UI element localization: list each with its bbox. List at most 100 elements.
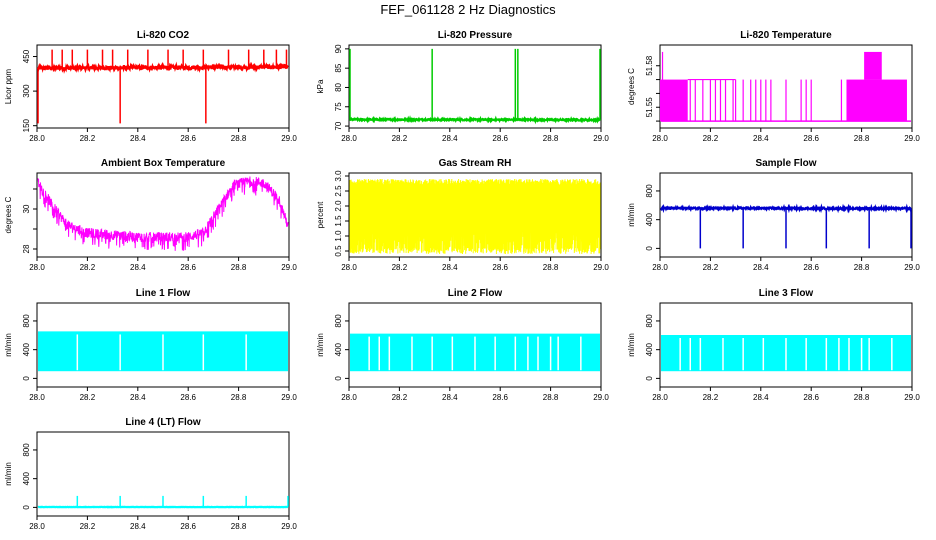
page-title: FEF_061128 2 Hz Diagnostics: [380, 2, 556, 17]
plot-title: Li-820 CO2: [137, 30, 190, 41]
x-tick-label: 28.8: [543, 393, 559, 402]
y-tick-label: 800: [334, 314, 343, 328]
x-tick-label: 28.8: [543, 263, 559, 272]
y-tick-label: 800: [645, 314, 654, 328]
y-axis-label: ml/min: [627, 333, 636, 357]
plot-title: Ambient Box Temperature: [101, 158, 226, 169]
x-tick-label: 29.0: [593, 263, 609, 272]
x-tick-label: 28.2: [80, 393, 96, 402]
y-axis-label: ml/min: [4, 462, 13, 486]
x-tick-label: 28.0: [652, 134, 668, 143]
panel-7: Line 2 Flow ml/min 28.0 28.2 28.4 28.6 28.8 29.…: [316, 288, 609, 402]
y-tick-label: 450: [22, 49, 31, 63]
y-tick-label: 400: [22, 342, 31, 356]
x-tick-label: 28.6: [492, 393, 508, 402]
data-block: [846, 79, 907, 122]
y-tick-label: 150: [22, 118, 31, 132]
x-tick-label: 28.0: [341, 393, 357, 402]
y-tick-label: 0.5: [334, 245, 343, 257]
y-tick-label: 28: [22, 244, 31, 253]
y-tick-label: 400: [645, 342, 654, 356]
x-tick-label: 29.0: [904, 134, 920, 143]
y-tick-label: 3.0: [334, 170, 343, 182]
plot-frame: [348, 44, 602, 129]
plot-title: Li-820 Temperature: [740, 30, 832, 41]
x-tick-label: 28.0: [341, 134, 357, 143]
plot-frame: [348, 172, 602, 258]
x-tick-label: 28.6: [492, 263, 508, 272]
plot-frame: [659, 172, 913, 258]
x-tick-label: 28.8: [854, 134, 870, 143]
y-tick-label: 800: [645, 184, 654, 198]
x-tick-label: 28.4: [130, 522, 146, 531]
x-tick-label: 29.0: [281, 263, 297, 272]
y-axis-label: ml/min: [4, 333, 13, 357]
panel-9: Line 4 (LT) Flow ml/min 28.0 28.2 28.4 28.6 28…: [4, 417, 297, 531]
plot-frame: [36, 172, 290, 258]
y-tick-label: 90: [334, 44, 343, 53]
x-tick-label: 28.0: [652, 393, 668, 402]
data-series: [36, 61, 289, 74]
y-tick-label: 300: [22, 84, 31, 98]
panel-5: Sample Flow ml/min 28.0 28.2 28.4 28.6 28.8 29.…: [627, 158, 920, 272]
x-tick-label: 29.0: [904, 263, 920, 272]
y-tick-label: 800: [22, 443, 31, 457]
y-axis-label: ml/min: [316, 333, 325, 357]
x-tick-label: 28.4: [753, 263, 769, 272]
y-tick-label: 0: [645, 376, 654, 381]
x-tick-label: 28.6: [803, 134, 819, 143]
x-tick-label: 28.2: [80, 134, 96, 143]
y-tick-label: 400: [334, 342, 343, 356]
y-tick-label: 0: [22, 505, 31, 510]
x-tick-label: 28.8: [854, 263, 870, 272]
x-tick-label: 28.8: [231, 522, 247, 531]
plot-title: Line 3 Flow: [759, 288, 814, 299]
x-tick-label: 28.8: [231, 263, 247, 272]
data-series: [349, 178, 601, 255]
x-tick-label: 28.8: [231, 393, 247, 402]
plot-title: Gas Stream RH: [439, 158, 512, 169]
plot-frame: [36, 302, 290, 388]
y-tick-label: 85: [334, 63, 343, 72]
x-tick-label: 28.2: [392, 393, 408, 402]
x-tick-label: 28.0: [29, 263, 45, 272]
x-tick-label: 28.0: [29, 522, 45, 531]
x-tick-label: 28.8: [231, 134, 247, 143]
y-tick-label: 1.0: [334, 230, 343, 242]
y-axis-label: percent: [316, 201, 325, 228]
y-tick-label: 80: [334, 82, 343, 91]
plot-title: Li-820 Pressure: [438, 30, 513, 41]
panel-3: Ambient Box Temperature degrees C 28.0 28.2…: [4, 158, 297, 272]
y-tick-label: 2.0: [334, 200, 343, 212]
panel-0: Li-820 CO2 Licor ppm 28.0 28.2 28.4 28.6 28.8 2…: [4, 30, 297, 143]
y-tick-label: 2.5: [334, 185, 343, 197]
x-tick-label: 28.8: [854, 393, 870, 402]
x-tick-label: 29.0: [281, 522, 297, 531]
x-tick-label: 28.2: [703, 263, 719, 272]
x-tick-label: 28.2: [80, 263, 96, 272]
y-axis-label: degrees C: [4, 196, 13, 233]
x-tick-label: 28.4: [442, 134, 458, 143]
plot-title: Line 4 (LT) Flow: [125, 417, 201, 428]
x-tick-label: 28.0: [341, 263, 357, 272]
panel-8: Line 3 Flow ml/min 28.0 28.2 28.4 28.6 28.8 29.…: [627, 288, 920, 402]
plot-frame: [36, 44, 290, 129]
x-tick-label: 28.2: [392, 263, 408, 272]
plot-frame: [659, 302, 913, 388]
x-tick-label: 28.4: [130, 393, 146, 402]
x-tick-label: 28.6: [803, 263, 819, 272]
x-tick-label: 28.4: [442, 263, 458, 272]
x-tick-label: 28.4: [130, 263, 146, 272]
x-tick-label: 29.0: [281, 393, 297, 402]
panel-2: Li-820 Temperature degrees C 28.0 28.2 28.4 2…: [627, 30, 920, 143]
plot-frame: [36, 431, 290, 517]
x-tick-label: 28.6: [180, 263, 196, 272]
x-tick-label: 28.2: [80, 522, 96, 531]
x-tick-label: 28.2: [703, 134, 719, 143]
x-tick-label: 28.0: [29, 134, 45, 143]
y-axis-label: ml/min: [627, 203, 636, 227]
panel-6: Line 1 Flow ml/min 28.0 28.2 28.4 28.6 28.8 29.…: [4, 288, 297, 402]
panel-4: Gas Stream RH percent 28.0 28.2 28.4 28.6 28.8…: [316, 158, 609, 272]
x-tick-label: 28.0: [652, 263, 668, 272]
x-tick-label: 28.2: [392, 134, 408, 143]
